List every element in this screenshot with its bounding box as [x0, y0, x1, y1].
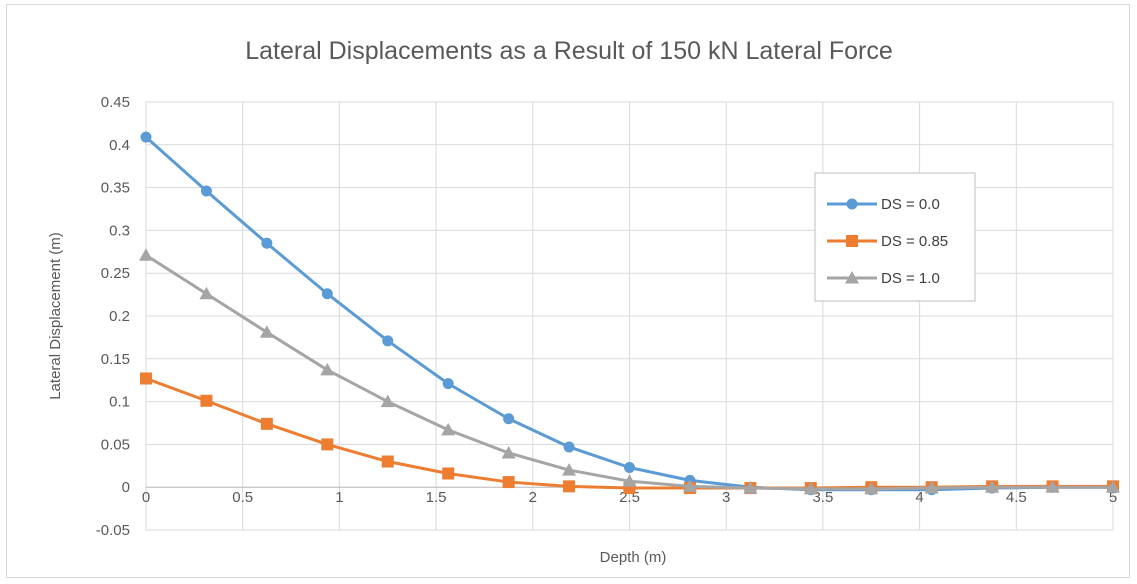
data-point	[321, 438, 334, 451]
x-tick-label: 3.5	[812, 489, 833, 506]
data-point	[200, 394, 213, 407]
legend-item: DS = 0.0	[827, 196, 940, 213]
y-tick-label: 0.1	[109, 394, 130, 411]
legend-swatch-marker	[846, 235, 858, 247]
y-tick-label: 0.35	[101, 180, 130, 197]
data-point	[803, 481, 818, 495]
data-point	[622, 474, 637, 487]
x-tick-label: 4.5	[1006, 489, 1027, 506]
data-point	[562, 463, 577, 476]
data-point	[382, 335, 394, 347]
y-tick-label: 0.3	[109, 222, 130, 239]
data-point	[682, 479, 697, 492]
data-point	[261, 237, 273, 249]
legend: DS = 0.0 DS = 0.85 DS = 1.0	[814, 172, 976, 302]
data-point	[200, 185, 212, 197]
x-tick-label: 1.5	[426, 489, 447, 506]
x-tick-label: 4	[915, 489, 923, 506]
x-tick-label: 5	[1109, 489, 1117, 506]
y-tick-label: 0	[122, 479, 130, 496]
data-point	[441, 422, 456, 436]
x-tick-label: 0	[142, 489, 150, 506]
series-2	[139, 248, 1120, 495]
data-point	[442, 378, 454, 390]
data-point	[199, 286, 214, 300]
data-point	[380, 394, 395, 408]
data-point	[624, 462, 635, 474]
data-point	[503, 413, 515, 425]
legend-swatch-marker	[845, 271, 859, 284]
data-point	[501, 445, 516, 459]
data-point	[924, 481, 939, 494]
legend-item: DS = 0.85	[827, 233, 948, 250]
chart-frame: Lateral Displacements as a Result of 150…	[6, 4, 1130, 578]
y-tick-label: 0.15	[101, 351, 130, 368]
legend-item: DS = 1.0	[827, 270, 940, 287]
x-axis-label: Depth (m)	[600, 549, 667, 566]
data-point	[140, 372, 152, 385]
legend-label: DS = 1.0	[881, 270, 940, 287]
data-point	[864, 481, 879, 495]
y-axis-label: Lateral Displacement (m)	[47, 232, 64, 400]
data-point	[1045, 480, 1060, 493]
chart-title: Lateral Displacements as a Result of 150…	[245, 37, 893, 65]
data-point	[321, 288, 333, 300]
y-tick-label: -0.05	[96, 522, 130, 539]
data-point	[563, 441, 575, 453]
x-tick-label: 1	[335, 489, 343, 506]
data-point	[320, 362, 335, 376]
x-tick-label: 0.5	[232, 489, 253, 506]
x-tick-label: 2	[529, 489, 537, 506]
data-point	[743, 481, 758, 494]
data-point	[442, 467, 455, 480]
x-tick-label: 3	[722, 489, 730, 506]
y-axis-ticks: -0.05 0 0.05 0.1 0.15 0.2 0.25 0.3 0.35 0.4 0.45	[96, 94, 130, 539]
data-point	[985, 480, 1000, 493]
legend-label: DS = 0.85	[881, 233, 948, 250]
y-tick-label: 0.45	[101, 94, 130, 111]
legend-label: DS = 0.0	[881, 196, 940, 213]
series-layer	[139, 131, 1120, 496]
data-point	[502, 476, 515, 489]
data-point	[1106, 480, 1120, 493]
data-point	[381, 455, 394, 468]
data-point	[563, 480, 576, 493]
data-point	[140, 131, 152, 143]
y-tick-label: 0.25	[101, 265, 130, 282]
y-tick-label: 0.2	[109, 308, 130, 325]
data-point	[259, 325, 274, 338]
x-axis-ticks: 0 0.5 1 1.5 2 2.5 3 3.5 4 4.5 5	[142, 489, 1117, 506]
data-point	[139, 248, 153, 261]
legend-swatch-marker	[846, 198, 858, 210]
line-chart: Lateral Displacements as a Result of 150…	[47, 37, 1120, 566]
y-tick-label: 0.4	[109, 137, 130, 154]
data-point	[260, 417, 273, 430]
y-tick-label: 0.05	[101, 436, 130, 453]
legend-box	[814, 172, 976, 302]
